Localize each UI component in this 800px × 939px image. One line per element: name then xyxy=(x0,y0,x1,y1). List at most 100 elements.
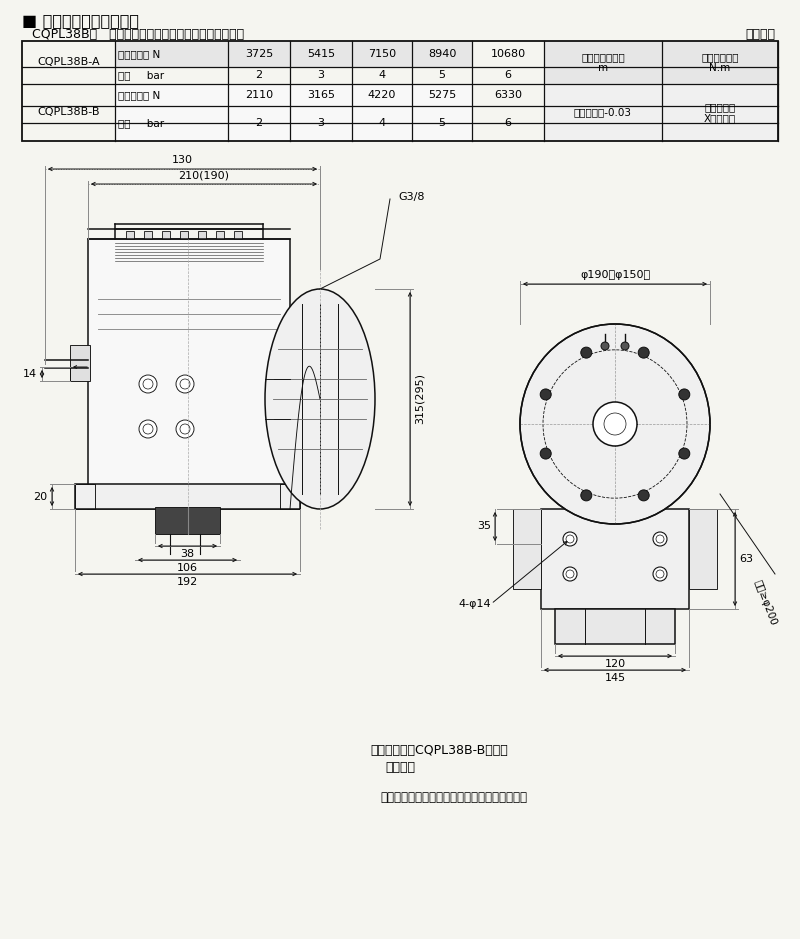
Text: 14: 14 xyxy=(23,369,37,379)
Bar xyxy=(126,231,134,239)
Bar xyxy=(216,231,224,239)
Text: 192: 192 xyxy=(177,577,198,587)
Text: 注：具体型号，结构外形尺寸保留更改的权利。: 注：具体型号，结构外形尺寸保留更改的权利。 xyxy=(380,791,527,804)
Circle shape xyxy=(321,315,329,323)
Text: 315(295): 315(295) xyxy=(415,374,425,424)
Text: （图二）: （图二） xyxy=(385,761,415,774)
Bar xyxy=(555,609,675,644)
Text: 2110: 2110 xyxy=(245,90,273,100)
Circle shape xyxy=(176,375,194,393)
Text: 20: 20 xyxy=(33,491,47,501)
Text: 6330: 6330 xyxy=(494,90,522,100)
Text: 2: 2 xyxy=(255,70,262,81)
Bar xyxy=(115,41,472,67)
Text: 6: 6 xyxy=(505,118,511,129)
Circle shape xyxy=(540,389,551,400)
Bar xyxy=(75,484,300,509)
Text: 气压     bar: 气压 bar xyxy=(118,70,164,81)
Text: φ190（φ150）: φ190（φ150） xyxy=(580,270,650,280)
Text: 注：括号内为CQPL38B-B的尺寸: 注：括号内为CQPL38B-B的尺寸 xyxy=(370,744,508,757)
Circle shape xyxy=(322,396,328,402)
Bar xyxy=(541,509,689,609)
Text: 5415: 5415 xyxy=(307,49,335,59)
Text: 4: 4 xyxy=(378,70,386,81)
Circle shape xyxy=(139,420,157,438)
Text: 8940: 8940 xyxy=(428,49,456,59)
Text: 63: 63 xyxy=(739,554,753,564)
Bar xyxy=(155,507,220,534)
Circle shape xyxy=(593,402,637,446)
Circle shape xyxy=(321,445,329,453)
Text: 2: 2 xyxy=(255,118,262,129)
Bar xyxy=(88,239,290,509)
Text: 额定制动力矩
N.m: 额定制动力矩 N.m xyxy=(702,52,738,73)
Circle shape xyxy=(321,345,329,353)
Text: （表七）: （表七） xyxy=(745,28,775,41)
Circle shape xyxy=(653,532,667,546)
Bar xyxy=(234,231,242,239)
Circle shape xyxy=(563,532,577,546)
Text: 额定制动力 N: 额定制动力 N xyxy=(118,49,160,59)
Bar xyxy=(198,231,206,239)
Bar xyxy=(162,231,170,239)
Text: 制动盘半径-0.03: 制动盘半径-0.03 xyxy=(574,107,632,117)
Circle shape xyxy=(176,420,194,438)
Text: 5: 5 xyxy=(438,118,446,129)
Circle shape xyxy=(563,567,577,581)
Circle shape xyxy=(581,490,592,500)
Circle shape xyxy=(638,347,650,358)
Circle shape xyxy=(581,347,592,358)
Text: 145: 145 xyxy=(605,673,626,683)
Text: CQPL38B-B: CQPL38B-B xyxy=(38,107,100,117)
Text: 4220: 4220 xyxy=(368,90,396,100)
Text: 3725: 3725 xyxy=(245,49,273,59)
Ellipse shape xyxy=(520,324,710,524)
Bar xyxy=(689,509,717,589)
Circle shape xyxy=(621,342,629,350)
Circle shape xyxy=(678,448,690,459)
Text: 额定制动力 N: 额定制动力 N xyxy=(118,90,160,100)
Circle shape xyxy=(678,389,690,400)
Text: G3/8: G3/8 xyxy=(398,192,425,202)
Circle shape xyxy=(139,375,157,393)
Text: ■ 技术参数及外形尺寸表: ■ 技术参数及外形尺寸表 xyxy=(22,13,139,28)
Bar xyxy=(144,231,152,239)
Text: 额定制动力
X有效半径: 额定制动力 X有效半径 xyxy=(704,101,736,123)
Circle shape xyxy=(540,448,551,459)
Circle shape xyxy=(653,567,667,581)
Bar xyxy=(544,84,778,141)
Text: 5275: 5275 xyxy=(428,90,456,100)
Text: 4: 4 xyxy=(378,118,386,129)
Text: 制动盘有效半径
m: 制动盘有效半径 m xyxy=(581,52,625,73)
Text: 130: 130 xyxy=(172,155,193,165)
Text: 3165: 3165 xyxy=(307,90,335,100)
Text: 38: 38 xyxy=(181,549,194,559)
Text: CQPL38B-A: CQPL38B-A xyxy=(37,57,100,68)
Text: CQPL38B型   技术参数见表七，结构及外形尺寸见图二: CQPL38B型 技术参数见表七，结构及外形尺寸见图二 xyxy=(32,28,244,41)
Circle shape xyxy=(601,342,609,350)
Text: 210(190): 210(190) xyxy=(178,170,230,180)
Text: 3: 3 xyxy=(318,118,325,129)
Bar xyxy=(115,84,472,106)
Text: 10680: 10680 xyxy=(490,49,526,59)
Circle shape xyxy=(638,490,650,500)
Circle shape xyxy=(321,475,329,483)
Text: 半径≥φ200: 半径≥φ200 xyxy=(752,579,778,627)
Text: 35: 35 xyxy=(477,521,491,531)
Bar xyxy=(544,41,778,84)
Text: 120: 120 xyxy=(605,659,626,669)
Text: 气压     bar: 气压 bar xyxy=(118,118,164,129)
Bar xyxy=(115,106,472,141)
Text: 106: 106 xyxy=(177,563,198,573)
Text: 6: 6 xyxy=(505,70,511,81)
Ellipse shape xyxy=(265,289,375,509)
Text: 5: 5 xyxy=(438,70,446,81)
Bar xyxy=(70,345,90,381)
Text: 4-φ14: 4-φ14 xyxy=(458,599,491,609)
Text: 7150: 7150 xyxy=(368,49,396,59)
Bar xyxy=(180,231,188,239)
Bar xyxy=(513,509,541,589)
Text: 3: 3 xyxy=(318,70,325,81)
Bar xyxy=(22,41,778,141)
Circle shape xyxy=(317,391,333,407)
